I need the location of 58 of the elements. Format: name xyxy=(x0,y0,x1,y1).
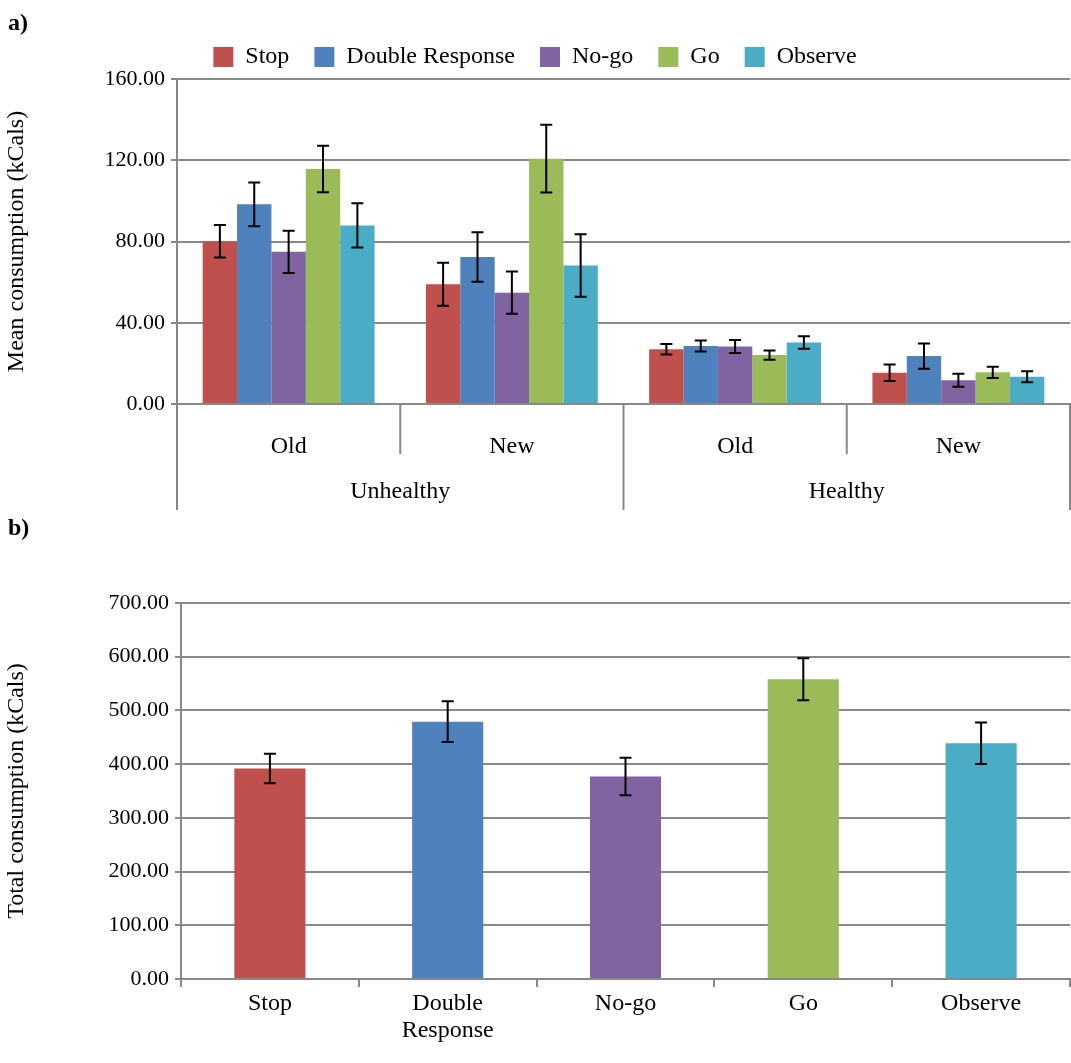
bar xyxy=(683,345,718,403)
bar xyxy=(752,355,787,403)
y-tick-label: 40.00 xyxy=(115,308,165,334)
y-tick-label: 500.00 xyxy=(108,696,169,722)
x-tick-label: New xyxy=(489,432,536,459)
text: Unhealthy xyxy=(350,477,451,504)
x-tick-label: Old xyxy=(270,432,307,459)
y-tick-label: 300.00 xyxy=(108,803,169,829)
bar xyxy=(425,284,461,403)
x-tick-label: Old xyxy=(717,432,754,459)
bar xyxy=(906,356,942,403)
bar xyxy=(767,679,839,978)
bar xyxy=(872,372,907,403)
legend-label: Stop xyxy=(245,42,290,69)
chart-title: b) xyxy=(8,514,30,541)
legend-label: No-go xyxy=(572,42,634,69)
legend-label: Go xyxy=(690,42,720,69)
bar xyxy=(717,346,753,403)
y-tick-label: 160.00 xyxy=(104,64,165,90)
y-axis-title: Total consumption (kCals) xyxy=(1,663,28,919)
bar xyxy=(649,349,684,403)
legend-label: Observe xyxy=(776,42,857,69)
bar xyxy=(494,292,530,403)
bar xyxy=(563,265,598,403)
legend-label: Double Response xyxy=(346,42,516,69)
y-tick-label: 700.00 xyxy=(108,588,169,614)
y-tick-label: 200.00 xyxy=(108,857,169,883)
bar xyxy=(786,342,822,403)
bar xyxy=(271,251,306,403)
bar xyxy=(305,168,341,403)
y-tick-label: 0.00 xyxy=(130,964,169,990)
bar xyxy=(589,776,662,978)
y-tick-label: 0.00 xyxy=(126,389,165,415)
x-tick-label: Go xyxy=(788,989,818,1016)
x-tick-label: New xyxy=(935,432,982,459)
y-tick-label: 600.00 xyxy=(108,642,169,668)
y-axis-title: Mean consumption (kCals) xyxy=(1,110,28,373)
bar xyxy=(234,768,306,978)
x-tick-label: Stop xyxy=(247,989,292,1016)
bar xyxy=(460,256,495,403)
x-tick-label: Double Response xyxy=(401,989,494,1042)
y-tick-label: 100.00 xyxy=(108,911,169,937)
bar xyxy=(529,158,564,403)
y-tick-label: 80.00 xyxy=(115,227,165,253)
chart-title: a) xyxy=(8,9,28,36)
bar xyxy=(1009,376,1045,403)
bar xyxy=(202,241,238,403)
bar xyxy=(412,721,484,978)
bar xyxy=(941,380,976,403)
bar xyxy=(237,204,272,403)
x-tick-label: No-go xyxy=(594,989,657,1016)
x-tick-label: Observe xyxy=(941,989,1022,1016)
bar xyxy=(975,372,1010,403)
bar xyxy=(945,743,1017,978)
y-tick-label: 400.00 xyxy=(108,749,169,775)
text: Healthy xyxy=(808,477,885,504)
bar xyxy=(340,225,375,403)
y-tick-label: 120.00 xyxy=(104,146,165,172)
